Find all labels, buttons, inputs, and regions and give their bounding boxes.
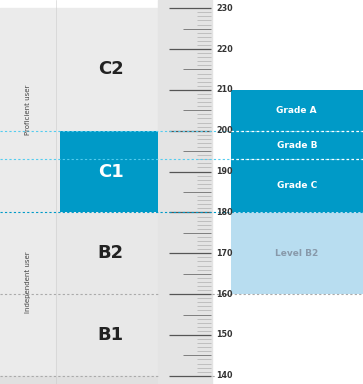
Text: 190: 190 xyxy=(216,167,232,176)
Bar xyxy=(60,131,158,212)
Text: 180: 180 xyxy=(216,208,233,217)
Text: C2: C2 xyxy=(98,60,123,78)
Text: 230: 230 xyxy=(216,4,233,13)
Text: Grade B: Grade B xyxy=(277,141,317,149)
Text: 150: 150 xyxy=(216,331,232,339)
Text: B1: B1 xyxy=(98,326,124,344)
Text: Grade A: Grade A xyxy=(277,106,317,115)
Text: 220: 220 xyxy=(216,45,233,53)
Bar xyxy=(231,90,363,212)
Text: Independent user: Independent user xyxy=(25,251,31,313)
Text: C1: C1 xyxy=(98,162,123,180)
Text: 140: 140 xyxy=(216,371,232,380)
Text: 210: 210 xyxy=(216,85,233,94)
Text: 160: 160 xyxy=(216,290,232,299)
Text: Grade C: Grade C xyxy=(277,181,317,190)
Bar xyxy=(231,212,363,294)
Text: 200: 200 xyxy=(216,126,233,135)
Text: Proficient user: Proficient user xyxy=(25,85,31,136)
Text: 170: 170 xyxy=(216,249,232,258)
Text: Level B2: Level B2 xyxy=(275,249,318,258)
Text: B2: B2 xyxy=(98,244,124,262)
